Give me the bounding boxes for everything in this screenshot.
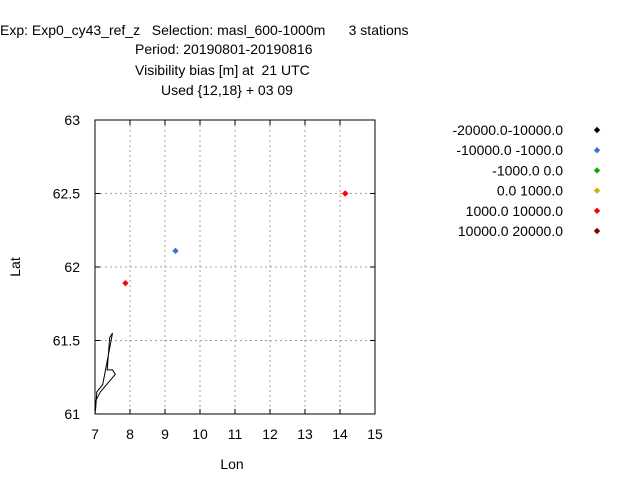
data-point xyxy=(122,279,129,287)
x-tick-label: 8 xyxy=(126,426,134,442)
legend-label: -10000.0 -1000.0 xyxy=(456,142,563,158)
y-tick-label: 62.5 xyxy=(53,186,80,202)
legend-marker xyxy=(593,167,601,174)
x-tick-label: 14 xyxy=(332,426,348,442)
y-tick-label: 61 xyxy=(64,406,80,422)
header-line-2: Period: 20190801-20190816 xyxy=(135,41,313,57)
data-points xyxy=(122,190,349,287)
x-tick-labels: 7 8 9 10 11 12 13 14 15 xyxy=(91,426,383,442)
y-tick-labels: 61 61.5 62 62.5 63 xyxy=(53,112,80,422)
coastline-path xyxy=(94,332,116,415)
x-tick-label: 12 xyxy=(262,426,278,442)
y-tick-label: 61.5 xyxy=(53,333,80,349)
y-tick-label: 63 xyxy=(64,112,80,128)
legend-label: 0.0 1000.0 xyxy=(497,183,563,199)
legend-marker xyxy=(593,147,601,154)
chart-title: Visibility bias [m] at 21 UTC xyxy=(135,62,310,78)
y-tick-label: 62 xyxy=(64,259,80,275)
y-axis-label: Lat xyxy=(7,257,23,277)
x-tick-label: 7 xyxy=(91,426,99,442)
x-tick-label: 11 xyxy=(228,426,243,442)
header-line-1: Exp: Exp0_cy43_ref_z Selection: masl_600… xyxy=(0,22,409,38)
legend-marker xyxy=(593,207,601,214)
legend-label: -1000.0 0.0 xyxy=(492,162,563,178)
x-tick-label: 15 xyxy=(367,426,383,442)
legend-label: 10000.0 20000.0 xyxy=(458,223,563,239)
grid-lines xyxy=(95,120,375,414)
tick-marks xyxy=(94,119,376,415)
x-tick-label: 9 xyxy=(161,426,169,442)
legend-marker xyxy=(593,187,601,194)
legend: -20000.0-10000.0 -10000.0 -1000.0 -1000.0 … xyxy=(452,122,601,239)
legend-marker xyxy=(593,126,601,134)
coastline xyxy=(94,332,116,415)
legend-label: -20000.0-10000.0 xyxy=(452,122,563,138)
x-tick-label: 13 xyxy=(297,426,313,442)
header-line-4: Used {12,18} + 03 09 xyxy=(161,82,293,98)
legend-marker xyxy=(593,227,601,235)
x-axis-label: Lon xyxy=(220,456,243,472)
legend-label: 1000.0 10000.0 xyxy=(466,203,564,219)
data-point xyxy=(172,247,179,255)
data-point xyxy=(342,190,349,197)
x-tick-label: 10 xyxy=(192,426,208,442)
